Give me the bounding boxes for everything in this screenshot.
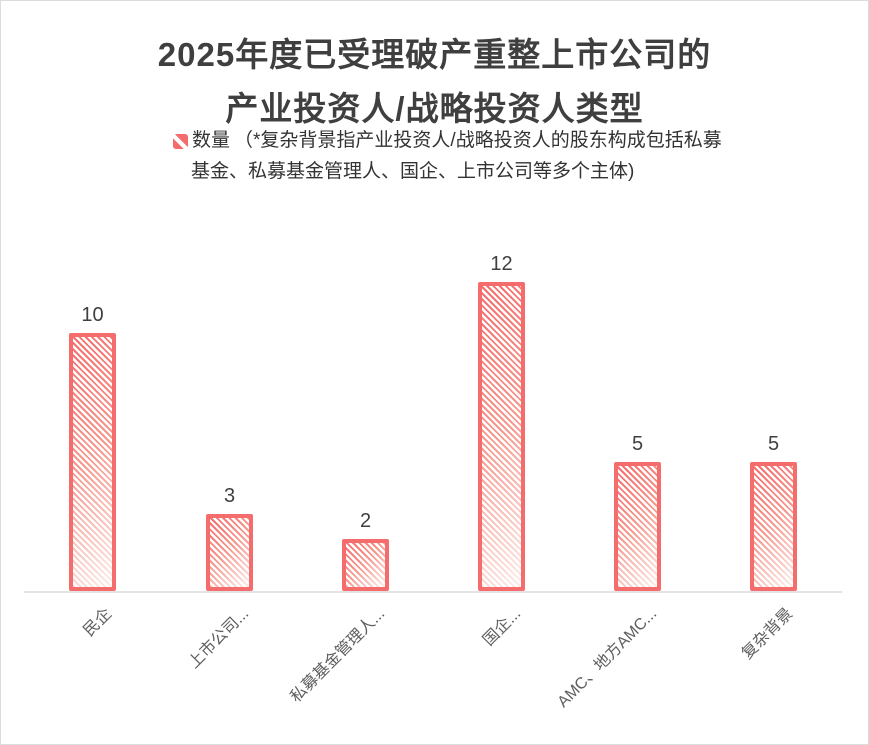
chart-bar[interactable]	[750, 462, 797, 591]
chart-bar[interactable]	[206, 514, 253, 591]
bar-value-label: 10	[81, 304, 104, 326]
legend-series-label: 数量	[192, 130, 231, 151]
bar-value-label: 2	[359, 510, 372, 532]
chart-title-line1: 2025年度已受理破产重整上市公司的	[157, 36, 712, 73]
bar-value-label: 5	[631, 433, 644, 455]
chart-bar[interactable]	[614, 462, 661, 591]
chart-title-line2: 产业投资人/战略投资人类型	[225, 90, 644, 127]
legend-item[interactable]: 数量 （*复杂背景指产业投资人/战略投资人的股东构成包括私募 基金、私募基金管理…	[173, 130, 722, 183]
chart-bar[interactable]	[478, 282, 525, 591]
legend-note-line2: 基金、私募基金管理人、国企、上市公司等多个主体)	[191, 161, 635, 182]
legend-line1: 数量 （*复杂背景指产业投资人/战略投资人的股东构成包括私募	[173, 130, 722, 152]
bar-value-label: 5	[767, 433, 780, 455]
legend-note-line1: （*复杂背景指产业投资人/战略投资人的股东构成包括私募	[234, 130, 722, 151]
bar-value-label: 3	[223, 485, 236, 507]
chart-bar[interactable]	[342, 539, 389, 591]
x-axis-line	[24, 591, 842, 593]
chart-bar[interactable]	[69, 333, 116, 591]
legend-hatch-swatch-icon	[173, 133, 188, 149]
x-axis-label: 民企	[80, 605, 115, 640]
bar-value-label: 12	[490, 253, 513, 275]
